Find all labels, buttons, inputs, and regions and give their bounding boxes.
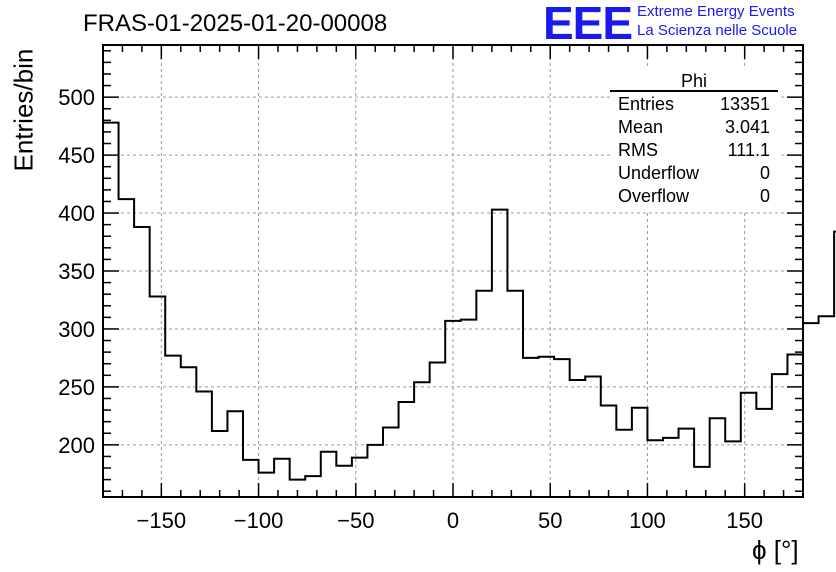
x-tick-label: −150 bbox=[137, 508, 187, 533]
stats-label: Overflow bbox=[618, 186, 690, 206]
eee-logo: EEE bbox=[543, 0, 633, 49]
x-tick-label: 0 bbox=[447, 508, 459, 533]
x-tick-label: −100 bbox=[234, 508, 284, 533]
x-tick-label: −50 bbox=[337, 508, 374, 533]
stats-value: 111.1 bbox=[728, 140, 770, 160]
stats-value: 13351 bbox=[720, 94, 770, 114]
stats-label: RMS bbox=[618, 140, 658, 160]
chart-title: FRAS-01-2025-01-20-00008 bbox=[83, 10, 388, 37]
stats-box-name: Phi bbox=[681, 71, 707, 91]
stats-label: Underflow bbox=[618, 163, 700, 183]
x-tick-label: 50 bbox=[538, 508, 562, 533]
x-tick-label: 100 bbox=[629, 508, 666, 533]
y-tick-label: 200 bbox=[58, 433, 95, 458]
y-tick-label: 400 bbox=[58, 201, 95, 226]
tick-labels: −150 −100 −50 0 50 100 150 200 250 300 350 400 450 50… bbox=[58, 85, 763, 533]
stats-label: Mean bbox=[618, 117, 663, 137]
y-tick-label: 450 bbox=[58, 143, 95, 168]
logo-text-line2: La Scienza nelle Scuole bbox=[637, 22, 798, 39]
logo-text-line1: Extreme Energy Events bbox=[637, 3, 795, 20]
stats-label: Entries bbox=[618, 94, 674, 114]
axis-ticks bbox=[102, 45, 804, 497]
y-tick-label: 350 bbox=[58, 259, 95, 284]
y-tick-label: 500 bbox=[58, 85, 95, 110]
stats-value: 0 bbox=[760, 186, 770, 206]
stats-value: 3.041 bbox=[725, 117, 770, 137]
y-tick-label: 300 bbox=[58, 317, 95, 342]
y-tick-label: 250 bbox=[58, 375, 95, 400]
stats-value: 0 bbox=[760, 163, 770, 183]
x-tick-label: 150 bbox=[726, 508, 763, 533]
stats-box: Phi Entries 13351 Mean 3.041 RMS 111.1 Underflo… bbox=[610, 66, 778, 212]
histogram-series bbox=[103, 121, 836, 481]
x-axis-label: ϕ [°] bbox=[752, 535, 799, 565]
